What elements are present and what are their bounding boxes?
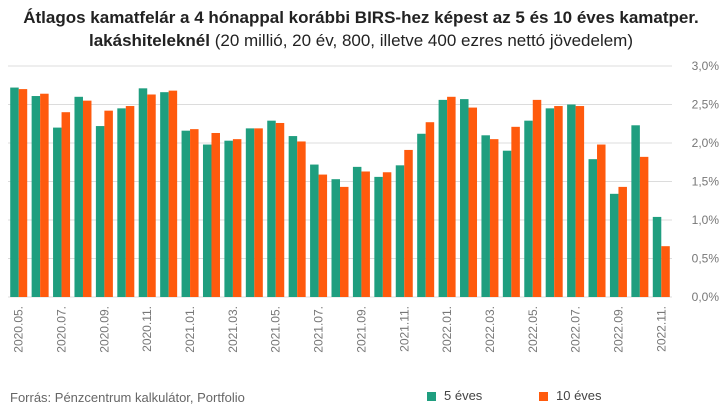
y-tick-label: 0,5% [692, 252, 720, 266]
bar-10-eves [340, 186, 349, 297]
bar-5-eves [117, 108, 126, 297]
bar-10-eves [661, 246, 670, 297]
x-tick-label: 2021.01. [183, 306, 197, 353]
legend-label-5-eves: 5 éves [444, 388, 483, 403]
bar-5-eves [652, 216, 662, 297]
bar-10-eves [318, 174, 328, 297]
bar-5-eves [31, 96, 41, 297]
bar-5-eves [545, 108, 555, 297]
bar-10-eves [254, 128, 263, 297]
bar-5-eves [460, 99, 469, 297]
bar-10-eves [61, 112, 71, 297]
bar-5-eves [160, 92, 169, 298]
bar-5-eves [417, 133, 426, 297]
bar-10-eves [147, 94, 156, 298]
x-tick-label: 2022.07. [569, 306, 583, 353]
bar-5-eves [245, 128, 255, 297]
bar-5-eves [352, 166, 362, 297]
bar-10-eves [511, 126, 520, 297]
bar-5-eves [374, 176, 383, 297]
bar-10-eves [104, 110, 113, 297]
bar-10-eves [361, 171, 370, 297]
bar-5-eves [10, 87, 19, 297]
source-note: Forrás: Pénzcentrum kalkulátor, Portfoli… [10, 390, 245, 405]
bar-10-eves [532, 99, 542, 297]
y-tick-label: 1,0% [692, 213, 720, 227]
bar-10-eves [382, 172, 392, 297]
bar-10-eves [468, 107, 478, 297]
x-tick-label: 2021.09. [354, 306, 368, 353]
x-tick-label: 2022.01. [440, 306, 454, 353]
y-tick-label: 3,0% [692, 59, 720, 73]
bar-10-eves [639, 156, 649, 297]
bar-5-eves [502, 150, 512, 297]
bar-5-eves [267, 120, 276, 297]
bar-5-eves [202, 144, 212, 297]
legend-label-10-eves: 10 éves [556, 388, 602, 403]
x-tick-label: 2021.05. [269, 306, 283, 353]
bar-10-eves [18, 89, 28, 297]
bar-5-eves [181, 130, 191, 297]
bar-5-eves [74, 96, 83, 297]
bar-10-eves [125, 106, 135, 297]
chart-title-main: Átlagos kamatfelár a 4 hónappal korábbi … [23, 8, 699, 50]
bar-10-eves [554, 106, 563, 297]
bar-5-eves [331, 179, 340, 297]
bar-5-eves [310, 164, 319, 297]
bar-5-eves [524, 120, 533, 297]
legend-swatch-10-eves [539, 392, 548, 402]
bar-5-eves [438, 99, 448, 297]
chart-title: Átlagos kamatfelár a 4 hónappal korábbi … [0, 6, 722, 52]
bar-5-eves [631, 125, 640, 297]
bar-5-eves [224, 140, 233, 297]
bar-10-eves [190, 129, 199, 297]
x-tick-label: 2021.11. [397, 306, 411, 352]
y-tick-label: 2,0% [692, 136, 720, 150]
chart-title-sub: (20 millió, 20 év, 800, illetve 400 ezre… [214, 31, 633, 50]
bar-10-eves [618, 186, 627, 297]
bar-10-eves [40, 93, 49, 297]
x-tick-label: 2022.05. [526, 306, 540, 353]
bar-10-eves [575, 106, 585, 297]
x-tick-label: 2021.07. [312, 306, 326, 353]
bar-5-eves [481, 135, 490, 297]
bar-5-eves [53, 127, 62, 297]
legend-swatch-5-eves [427, 392, 436, 402]
y-tick-label: 1,5% [692, 175, 720, 189]
bar-5-eves [567, 104, 576, 297]
bar-5-eves [95, 126, 105, 297]
bar-10-eves [82, 100, 92, 298]
y-tick-label: 2,5% [692, 98, 720, 112]
bar-10-eves [489, 139, 499, 297]
bar-10-eves [211, 132, 220, 297]
legend-item-10-eves: 10 éves [539, 388, 602, 403]
x-tick-label: 2022.09. [611, 306, 625, 353]
bar-5-eves [138, 88, 148, 297]
bar-10-eves [404, 149, 413, 297]
x-tick-label: 2020.07. [55, 306, 69, 353]
y-tick-label: 0,0% [692, 290, 720, 304]
bar-10-eves [297, 141, 306, 297]
bar-10-eves [168, 90, 178, 297]
bar-5-eves [288, 136, 298, 297]
x-tick-label: 2020.09. [97, 306, 111, 353]
x-tick-label: 2022.03. [483, 306, 497, 353]
x-tick-label: 2021.03. [226, 306, 240, 353]
bar-10-eves [232, 139, 242, 297]
bar-10-eves [275, 122, 285, 297]
bar-10-eves [597, 144, 606, 297]
bar-5-eves [609, 193, 619, 297]
x-tick-label: 2020.05. [12, 306, 26, 353]
bar-10-eves [447, 96, 456, 297]
bar-5-eves [588, 159, 598, 297]
bar-10-eves [425, 122, 435, 298]
x-tick-label: 2020.11. [140, 306, 154, 352]
legend-item-5-eves: 5 éves [427, 388, 482, 403]
bar-5-eves [395, 165, 405, 297]
x-tick-label: 2022.11. [654, 306, 668, 352]
